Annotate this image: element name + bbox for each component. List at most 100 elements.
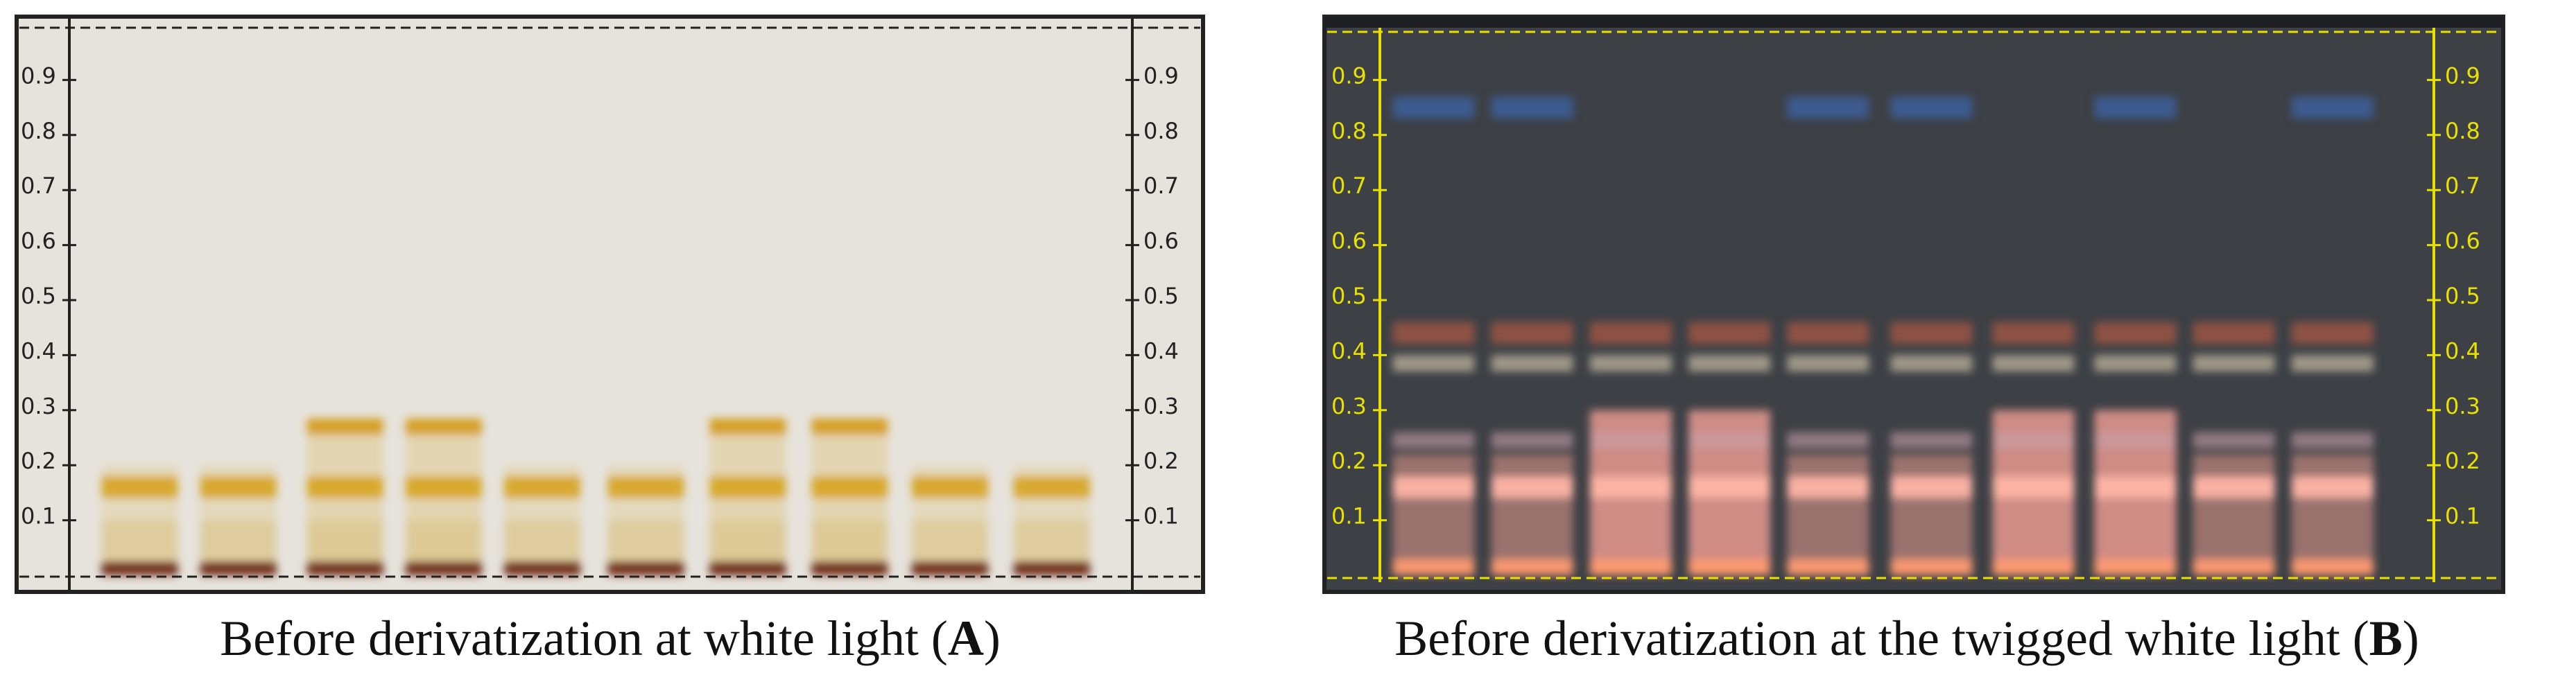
- band: [405, 418, 482, 435]
- scale-label: 0.1: [21, 503, 56, 530]
- caption-paren: ): [984, 611, 1001, 666]
- caption-text: Before derivatization at white light: [220, 611, 919, 666]
- caption-label: B: [2369, 611, 2403, 666]
- scale-label: 0.6: [1331, 228, 1367, 254]
- scale-label: 0.5: [1331, 283, 1367, 309]
- scale-label: 0.4: [1143, 338, 1179, 364]
- band: [607, 476, 684, 498]
- band: [1392, 432, 1475, 449]
- caption-paren: (: [931, 611, 948, 666]
- plate-a: Before derivatization at white light (A)…: [15, 15, 1205, 666]
- band: [709, 476, 786, 498]
- band: [811, 418, 888, 435]
- band: [200, 476, 277, 498]
- scale-label: 0.3: [21, 393, 56, 419]
- scale-label: 0.8: [21, 118, 56, 144]
- scale-label: 0.5: [21, 283, 56, 309]
- band: [1688, 432, 1771, 449]
- band: [1589, 322, 1672, 344]
- scale-label: 0.1: [2445, 503, 2480, 530]
- band: [1890, 355, 1973, 372]
- band: [101, 561, 178, 575]
- lanes: [1392, 96, 2374, 575]
- band: [2291, 454, 2374, 575]
- caption: Before derivatization at the twigged whi…: [1394, 611, 2419, 666]
- band: [306, 476, 383, 498]
- band: [1992, 432, 2075, 449]
- scale-label: 0.2: [1331, 448, 1367, 474]
- band: [2094, 432, 2177, 449]
- scale-label: 0.4: [1331, 338, 1367, 364]
- scale-label: 0.8: [1143, 118, 1179, 144]
- scale-label: 0.7: [2445, 173, 2480, 199]
- band: [709, 418, 786, 435]
- scale-label: 0.3: [2445, 393, 2480, 419]
- band: [1890, 476, 1973, 498]
- band: [1688, 322, 1771, 344]
- scale-label: 0.2: [1143, 448, 1179, 474]
- band: [1787, 454, 1869, 575]
- scale-label: 0.2: [21, 448, 56, 474]
- band: [101, 476, 178, 498]
- band: [1392, 559, 1475, 575]
- scale-label: 0.8: [2445, 118, 2480, 144]
- band: [1890, 432, 1973, 449]
- band: [1890, 322, 1973, 344]
- band: [2094, 96, 2177, 119]
- band: [405, 476, 482, 498]
- scale-label: 0.6: [21, 228, 56, 254]
- scale-label: 0.4: [21, 338, 56, 364]
- band: [1589, 476, 1672, 498]
- band: [1688, 559, 1771, 575]
- band: [811, 476, 888, 498]
- band: [405, 561, 482, 575]
- band: [1491, 355, 1573, 372]
- caption-paren: ): [2403, 611, 2419, 666]
- band: [2291, 559, 2374, 575]
- scale-label: 0.2: [2445, 448, 2480, 474]
- scale-label: 0.9: [21, 62, 56, 89]
- caption-text: Before derivatization at the twigged whi…: [1394, 611, 2340, 666]
- band: [1787, 476, 1869, 498]
- band: [200, 561, 277, 575]
- plate-b: Before derivatization at the twigged whi…: [1322, 15, 2505, 666]
- band: [306, 561, 383, 575]
- band: [1491, 322, 1573, 344]
- band: [504, 476, 581, 498]
- scale-label: 0.7: [21, 173, 56, 199]
- band: [1589, 559, 1672, 575]
- band: [709, 561, 786, 575]
- scale-label: 0.3: [1143, 393, 1179, 419]
- band: [911, 476, 988, 498]
- scale-label: 0.1: [1143, 503, 1179, 530]
- band: [911, 561, 988, 575]
- band: [2291, 355, 2374, 372]
- band: [1491, 454, 1573, 575]
- band: [2193, 454, 2275, 575]
- band: [1992, 476, 2075, 498]
- band: [2193, 432, 2275, 449]
- band: [306, 418, 383, 435]
- plate-edge: [1324, 17, 2503, 28]
- scale-label: 0.8: [1331, 118, 1367, 144]
- band: [504, 561, 581, 575]
- band: [2094, 476, 2177, 498]
- band: [1787, 322, 1869, 344]
- scale-label: 0.1: [1331, 503, 1367, 530]
- band: [1491, 432, 1573, 449]
- band: [1787, 559, 1869, 575]
- band: [1890, 454, 1973, 575]
- band: [2094, 322, 2177, 344]
- band: [1688, 355, 1771, 372]
- band: [607, 561, 684, 575]
- scale-label: 0.7: [1331, 173, 1367, 199]
- band: [1013, 476, 1090, 498]
- band: [2193, 559, 2275, 575]
- scale-label: 0.5: [2445, 283, 2480, 309]
- band: [1392, 476, 1475, 498]
- caption-label: A: [948, 611, 984, 666]
- band: [2291, 96, 2374, 119]
- band: [1392, 96, 1475, 119]
- band: [1992, 322, 2075, 344]
- band: [1013, 561, 1090, 575]
